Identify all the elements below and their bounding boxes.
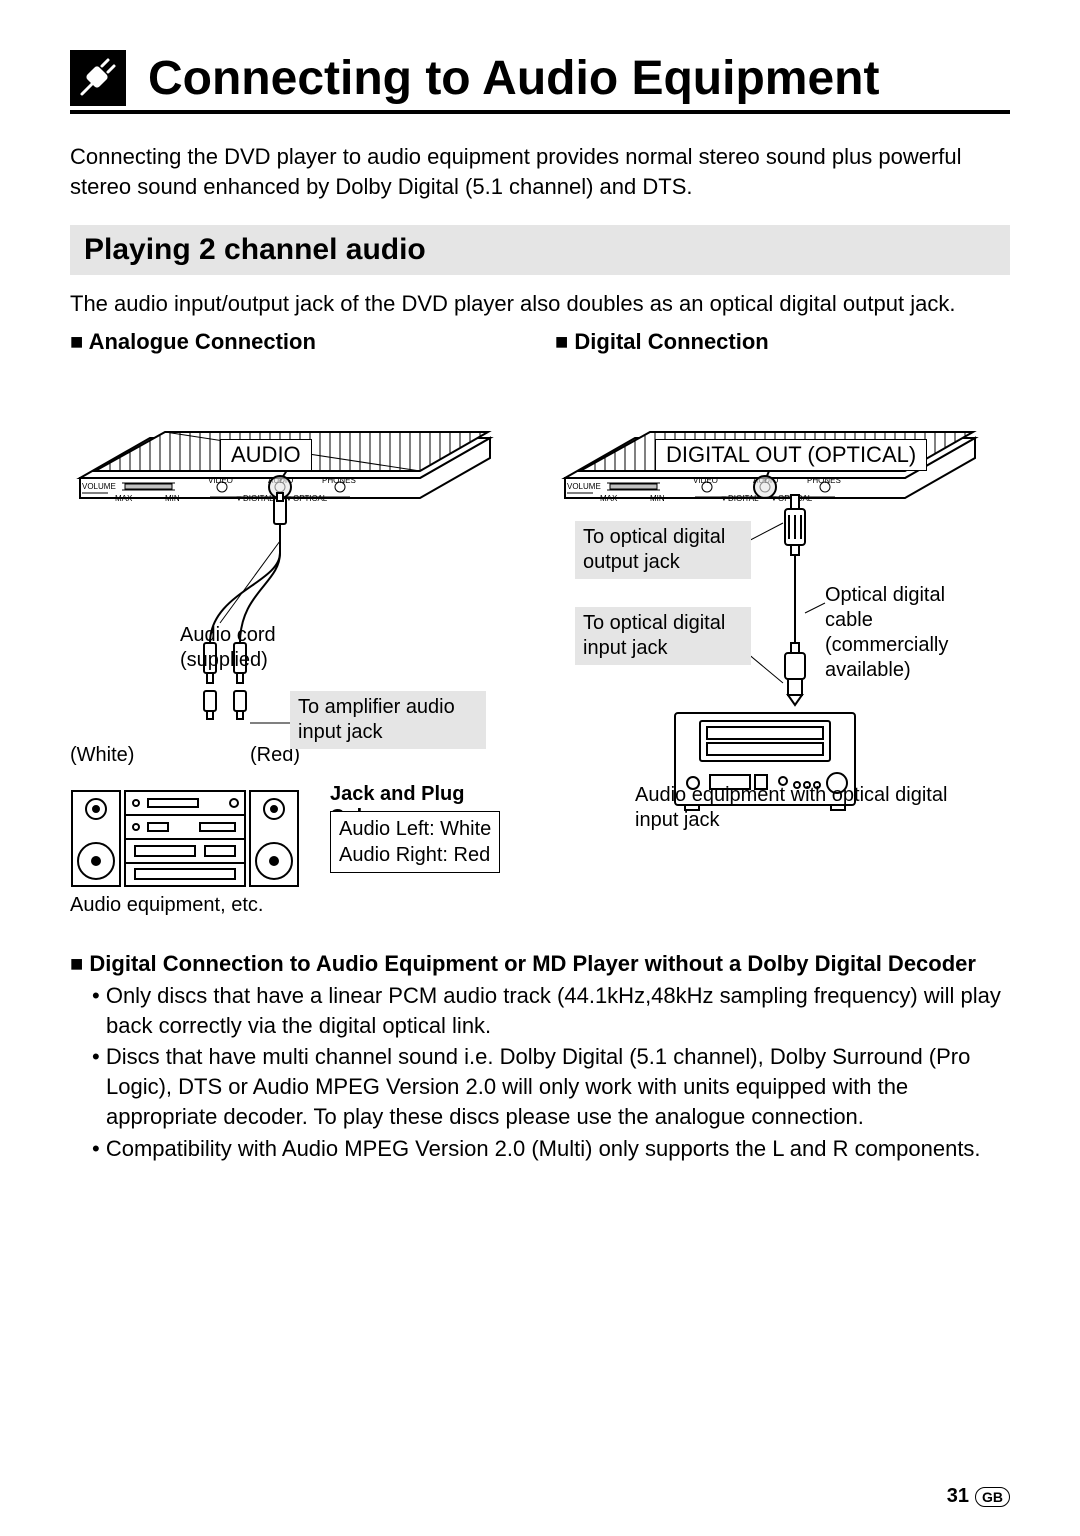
page-number-value: 31 <box>947 1485 969 1508</box>
jack-right-text: Audio Right: Red <box>339 842 491 868</box>
svg-text:DIGITAL: DIGITAL <box>728 494 759 503</box>
notes-title: Digital Connection to Audio Equipment or… <box>70 951 1010 977</box>
digital-equip-caption: Audio equipment with optical digital inp… <box>635 783 955 833</box>
section-intro: The audio input/output jack of the DVD p… <box>70 289 1010 319</box>
analogue-diagram: VOLUME MAX MIN VIDEO AUDIO PHONES ▼ DIGI… <box>70 363 525 933</box>
analogue-column: Analogue Connection <box>70 329 525 933</box>
analogue-equip-caption: Audio equipment, etc. <box>70 893 263 918</box>
digital-port-label: DIGITAL OUT (OPTICAL) <box>655 439 927 471</box>
svg-text:VOLUME: VOLUME <box>567 482 601 491</box>
diagram-columns: Analogue Connection <box>70 329 1010 933</box>
svg-text:VOLUME: VOLUME <box>82 482 116 491</box>
amplifier-svg <box>70 781 300 891</box>
intro-text: Connecting the DVD player to audio equip… <box>70 142 1010 201</box>
svg-text:PHONES: PHONES <box>322 476 356 485</box>
note-item: Discs that have multi channel sound i.e.… <box>92 1042 1010 1131</box>
analogue-title: Analogue Connection <box>70 329 525 355</box>
digital-diagram: VOLUME MAX MIN VIDEO AUDIO PHONES ▼ DIGI… <box>555 363 1010 933</box>
notes-list: Only discs that have a linear PCM audio … <box>92 981 1010 1163</box>
manual-page: Connecting to Audio Equipment Connecting… <box>0 0 1080 1536</box>
svg-text:VIDEO: VIDEO <box>693 476 718 485</box>
svg-text:MAX: MAX <box>600 494 618 503</box>
plug-icon <box>70 50 126 106</box>
svg-text:MAX: MAX <box>115 494 133 503</box>
optical-out-label: To optical digital output jack <box>575 521 751 579</box>
cable-leader-line <box>805 593 835 623</box>
audio-cord-label: Audio cord (supplied) <box>180 623 320 673</box>
optical-in-label: To optical digital input jack <box>575 607 751 665</box>
svg-text:MIN: MIN <box>165 494 180 503</box>
region-badge: GB <box>975 1487 1010 1507</box>
white-label: (White) <box>70 743 134 768</box>
jack-left-text: Audio Left: White <box>339 816 491 842</box>
svg-text:▼: ▼ <box>720 494 728 503</box>
amp-leader-line <box>245 693 295 743</box>
page-number: 31 GB <box>947 1485 1010 1508</box>
optical-cable-label: Optical digital cable (commercially avai… <box>825 583 995 683</box>
svg-text:MIN: MIN <box>650 494 665 503</box>
svg-text:PHONES: PHONES <box>807 476 841 485</box>
page-title: Connecting to Audio Equipment <box>148 51 879 106</box>
section-heading: Playing 2 channel audio <box>70 225 1010 275</box>
note-item: Compatibility with Audio MPEG Version 2.… <box>92 1134 1010 1164</box>
jack-colors-box: Audio Left: White Audio Right: Red <box>330 811 500 873</box>
page-title-row: Connecting to Audio Equipment <box>70 50 1010 114</box>
svg-text:VIDEO: VIDEO <box>208 476 233 485</box>
digital-column: Digital Connection <box>555 329 1010 933</box>
digital-title: Digital Connection <box>555 329 1010 355</box>
amp-input-label: To amplifier audio input jack <box>290 691 486 749</box>
note-item: Only discs that have a linear PCM audio … <box>92 981 1010 1040</box>
audio-port-label: AUDIO <box>220 439 312 471</box>
